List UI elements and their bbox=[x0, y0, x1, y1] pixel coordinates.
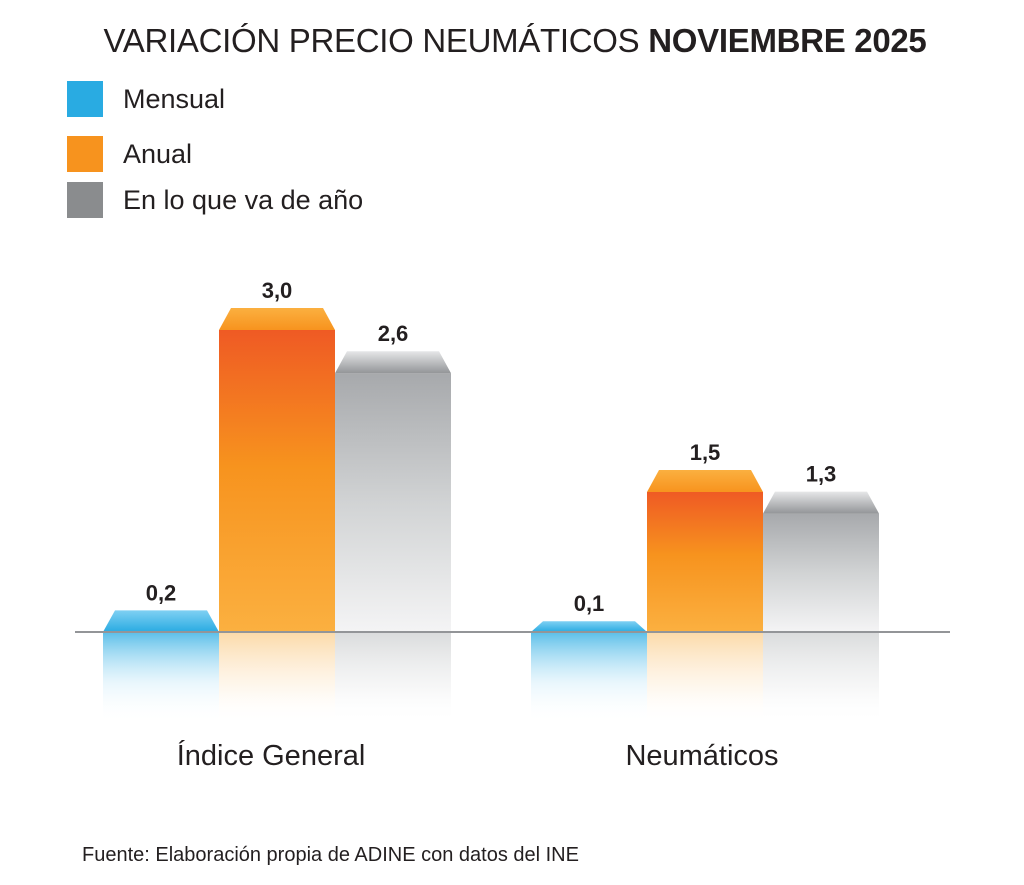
legend-item-en-lo-que-va-de-ano: En lo que va de año bbox=[67, 180, 363, 220]
value-label-neumaticos-mensual: 0,1 bbox=[574, 591, 605, 616]
bar-front-indice-general-anual bbox=[219, 330, 335, 632]
bars bbox=[103, 308, 879, 632]
bar-neumaticos-mensual bbox=[531, 621, 647, 632]
source-note: Fuente: Elaboración propia de ADINE con … bbox=[82, 844, 579, 866]
value-label-neumaticos-anual: 1,5 bbox=[690, 440, 721, 465]
bar-reflection-neumaticos-mensual bbox=[531, 633, 647, 723]
value-label-indice-general-mensual: 0,2 bbox=[146, 580, 177, 605]
legend-item-anual: Anual bbox=[67, 134, 192, 174]
value-labels: 0,2 3,0 2,6 0,1 1,5 1,3 bbox=[146, 278, 837, 616]
bar-indice-general-anual bbox=[219, 308, 335, 632]
bar-neumaticos-en-lo-que-va-de-ano bbox=[763, 491, 879, 632]
category-label-neumaticos: Neumáticos bbox=[625, 740, 778, 772]
legend-swatch-anual bbox=[67, 136, 103, 172]
bar-front-neumaticos-anual bbox=[647, 492, 763, 632]
bar-top-indice-general-mensual bbox=[103, 610, 219, 632]
bar-reflections bbox=[103, 633, 879, 723]
bar-front-indice-general-en-lo-que-va-de-ano bbox=[335, 373, 451, 632]
value-label-indice-general-en-lo-que-va-de-ano: 2,6 bbox=[378, 321, 409, 346]
chart-title: VARIACIÓN PRECIO NEUMÁTICOS NOVIEMBRE 20… bbox=[0, 22, 1024, 60]
legend-swatch-en-lo-que-va-de-ano bbox=[67, 182, 103, 218]
bar-front-neumaticos-en-lo-que-va-de-ano bbox=[763, 513, 879, 632]
bar-top-neumaticos-mensual bbox=[531, 621, 647, 632]
legend-label-anual: Anual bbox=[123, 138, 193, 169]
bar-reflection-indice-general-mensual bbox=[103, 633, 219, 723]
bar-neumaticos-anual bbox=[647, 470, 763, 632]
bar-top-indice-general-anual bbox=[219, 308, 335, 330]
value-label-indice-general-anual: 3,0 bbox=[262, 278, 293, 303]
bar-top-neumaticos-anual bbox=[647, 470, 763, 492]
category-labels: Índice General Neumáticos bbox=[177, 739, 779, 772]
chart-title-bold: NOVIEMBRE 2025 bbox=[648, 22, 927, 59]
chart-title-main: VARIACIÓN PRECIO NEUMÁTICOS bbox=[103, 22, 640, 59]
bar-top-indice-general-en-lo-que-va-de-ano bbox=[335, 351, 451, 374]
bar-reflection-neumaticos-en-lo-que-va-de-ano bbox=[763, 633, 879, 723]
bar-reflection-indice-general-anual bbox=[219, 633, 335, 723]
bar-indice-general-en-lo-que-va-de-ano bbox=[335, 351, 451, 632]
legend-item-mensual: Mensual bbox=[67, 79, 225, 119]
bar-reflection-neumaticos-anual bbox=[647, 633, 763, 723]
legend-swatch-mensual bbox=[67, 81, 103, 117]
bar-reflection-indice-general-en-lo-que-va-de-ano bbox=[335, 633, 451, 723]
bar-top-neumaticos-en-lo-que-va-de-ano bbox=[763, 491, 879, 514]
category-label-indice-general: Índice General bbox=[177, 739, 366, 772]
legend-label-en-lo-que-va-de-ano: En lo que va de año bbox=[123, 184, 364, 215]
legend-label-mensual: Mensual bbox=[123, 83, 226, 114]
value-label-neumaticos-en-lo-que-va-de-ano: 1,3 bbox=[806, 462, 837, 487]
bar-indice-general-mensual bbox=[103, 610, 219, 632]
